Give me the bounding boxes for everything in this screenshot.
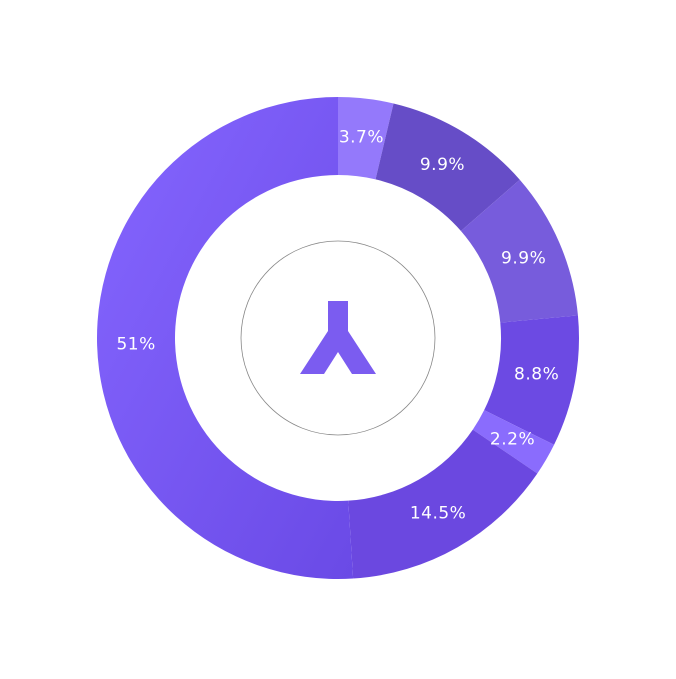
slice-label: 9.9% [420, 155, 465, 175]
slice-label: 3.7% [339, 127, 384, 147]
donut-slice [472, 410, 555, 474]
slice-label: 51% [116, 334, 155, 354]
donut-slice [348, 429, 538, 579]
donut-slice-labels: 3.7% 9.9% 9.9% 8.8% 2.2% 14.5% 51% [116, 127, 559, 523]
slice-label: 9.9% [501, 248, 546, 268]
slice-label: 2.2% [490, 430, 535, 450]
donut-slice [96, 97, 354, 579]
donut-slice [338, 97, 394, 180]
donut-slice [484, 315, 579, 445]
slice-label: 14.5% [410, 503, 467, 523]
branch-logo-icon [300, 301, 376, 374]
donut-slice [460, 179, 578, 323]
donut-slice [375, 103, 520, 231]
donut-slices [96, 97, 579, 579]
center-ring [240, 240, 436, 436]
slice-label: 8.8% [514, 365, 559, 385]
